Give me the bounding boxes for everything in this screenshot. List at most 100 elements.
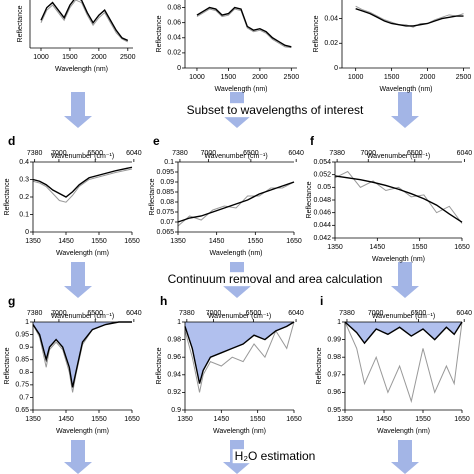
x2-tick-label: 6040	[288, 150, 304, 157]
x-tick-label: 1350	[170, 238, 186, 245]
x-tick-label: 1550	[248, 238, 264, 245]
x-tick-label: 2000	[420, 74, 436, 81]
y-tick-label: 0.9	[171, 407, 181, 414]
area	[185, 322, 294, 384]
x-axis-title: Wavelength (nm)	[214, 86, 267, 93]
y-tick-label: 0.04	[167, 35, 181, 42]
arrows	[64, 92, 419, 474]
x2-axis-title: Wavenumber (cm⁻¹)	[208, 313, 271, 320]
spectrum-line	[344, 321, 463, 404]
x2-axis-title: Wavenumber (cm⁻¹)	[51, 313, 114, 320]
arrow	[64, 440, 92, 474]
y-tick-label: 0.095	[156, 169, 174, 176]
y-tick-label: 0.052	[313, 172, 331, 179]
y-axis-title: Reflectance	[4, 347, 11, 384]
x-tick-label: 1450	[214, 416, 230, 423]
y-tick-label: 0.08	[167, 4, 181, 11]
x-tick-label: 1500	[221, 74, 237, 81]
panel-label: h	[160, 294, 167, 308]
y-tick-label: 0.95	[327, 407, 341, 414]
y-axis-title: Reflectance	[316, 347, 323, 384]
y-tick-label: 0.98	[327, 354, 341, 361]
y-tick-label: 0.048	[313, 197, 331, 204]
x-tick-label: 1550	[91, 238, 107, 245]
y-tick-label: 0.075	[156, 209, 174, 216]
y-tick-label: 0.97	[327, 372, 341, 379]
step-label: H₂O estimation	[235, 449, 316, 463]
y-tick-label: 0	[25, 229, 29, 236]
spectrum-line	[196, 6, 292, 48]
y-tick-label: 0.98	[167, 336, 181, 343]
spectrum-line	[334, 170, 463, 224]
y-axis-title: Reflectance	[4, 178, 11, 215]
x-tick-label: 1550	[91, 416, 107, 423]
y-tick-label: 0.96	[327, 389, 341, 396]
y-tick-label: 0.9	[19, 344, 29, 351]
y-tick-label: 0.06	[167, 20, 181, 27]
x2-tick-label: 7000	[51, 310, 67, 317]
x-tick-label: 1350	[177, 416, 193, 423]
spectrum-line	[355, 7, 464, 27]
panel: 1350 1450 1550 1650 0.9 0.92 0.94 0.96 0.98 1 7380…	[156, 294, 304, 435]
x2-tick-label: 7000	[206, 310, 222, 317]
y-tick-label: 0.054	[313, 159, 331, 166]
x-axis-title: Wavelength (nm)	[56, 250, 109, 257]
x2-axis-title: Wavenumber (cm⁻¹)	[51, 153, 114, 160]
x-axis-title: Wavelength (nm)	[213, 428, 266, 435]
y-tick-label: 0.07	[160, 219, 174, 226]
x-tick-label: 2500	[284, 74, 300, 81]
x-tick-label: 1650	[454, 416, 470, 423]
y-tick-label: 0.4	[19, 159, 29, 166]
x-tick-label: 1550	[415, 416, 431, 423]
x-tick-label: 1500	[62, 54, 78, 61]
y-tick-label: 0.05	[317, 184, 331, 191]
x-tick-label: 2500	[120, 54, 136, 61]
panel: 1350 1450 1550 1650 0.65 0.7 0.75 0.8 0.85 0.9 0.9…	[4, 294, 142, 435]
x-tick-label: 1650	[286, 238, 302, 245]
x-axis-title: Wavelength (nm)	[55, 66, 108, 73]
arrow	[391, 262, 419, 298]
panel: 1000 1500 2000 2500 0 0.02 0.04 0.06 0.08 Wavelen…	[156, 0, 299, 93]
panel: 1350 1450 1550 1650 0.95 0.96 0.97 0.98 0.99 1 738…	[316, 294, 472, 435]
x2-tick-label: 7380	[27, 310, 43, 317]
step-bg	[184, 103, 367, 118]
arrow	[391, 440, 419, 474]
y-tick-label: 1	[177, 319, 181, 326]
x2-tick-label: 7380	[339, 310, 355, 317]
y-tick-label: 0.085	[156, 189, 174, 196]
y-tick-label: 0.85	[15, 357, 29, 364]
y-tick-label: 0.08	[160, 199, 174, 206]
y-tick-label: 0.1	[164, 159, 174, 166]
spectrum-line	[177, 181, 295, 223]
y-tick-label: 0.04	[324, 15, 338, 22]
y-axis-title: Reflectance	[149, 178, 156, 215]
spectrum-line	[40, 0, 129, 43]
x2-tick-label: 6500	[87, 150, 103, 157]
x-tick-label: 1450	[58, 416, 74, 423]
panel: 1350 1450 1550 1650 0.042 0.044 0.046 0.048 0.05…	[306, 134, 472, 263]
x2-tick-label: 6040	[126, 150, 142, 157]
x2-tick-label: 6500	[246, 310, 262, 317]
x-tick-label: 1450	[376, 416, 392, 423]
x-tick-label: 1350	[327, 244, 343, 251]
y-tick-label: 0.3	[19, 176, 29, 183]
panel-label: g	[8, 294, 15, 308]
y-tick-label: 0.02	[167, 50, 181, 57]
y-tick-label: 0.09	[160, 179, 174, 186]
x-tick-label: 1650	[124, 416, 140, 423]
x2-tick-label: 6040	[126, 310, 142, 317]
y-axis-title: Reflectance	[156, 15, 163, 52]
y-tick-label: 0.042	[313, 235, 331, 242]
x2-tick-label: 7380	[329, 150, 345, 157]
x2-tick-label: 6500	[243, 150, 259, 157]
x-tick-label: 1550	[412, 244, 428, 251]
panel: 1000 1500 2000 2500 Wavelength (nm) Reflectan…	[17, 0, 136, 73]
spectrum-line	[344, 321, 463, 345]
panel-label: d	[8, 134, 15, 148]
panel: 1350 1450 1550 1650 0.065 0.07 0.075 0.08 0.085 0…	[149, 134, 304, 257]
x2-tick-label: 7380	[179, 310, 195, 317]
y-axis-title: Reflectance	[306, 181, 313, 218]
y-tick-label: 0.95	[15, 331, 29, 338]
y-axis-title: Reflectance	[17, 5, 24, 42]
spectrum-line	[184, 321, 295, 384]
